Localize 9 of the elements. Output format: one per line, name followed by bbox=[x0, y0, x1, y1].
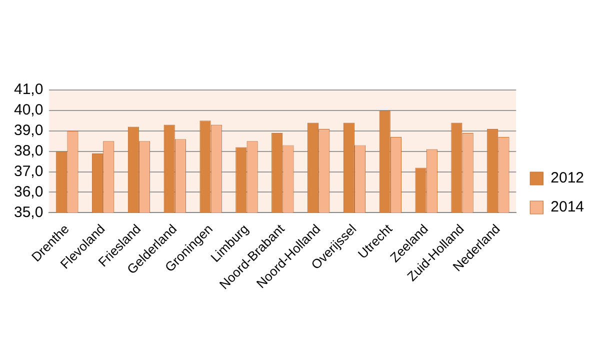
y-tick-label: 41,0 bbox=[14, 81, 44, 98]
y-tick-label: 38,0 bbox=[14, 142, 44, 160]
y-tick-label: 39,0 bbox=[14, 122, 44, 140]
legend-label: 2014 bbox=[550, 198, 584, 216]
y-tick-label: 36,0 bbox=[14, 183, 44, 200]
legend-label: 2012 bbox=[550, 170, 584, 187]
y-tick-label: 35,0 bbox=[14, 204, 44, 221]
y-tick-label: 37,0 bbox=[14, 162, 44, 180]
y-tick-label: 40,0 bbox=[14, 102, 44, 119]
